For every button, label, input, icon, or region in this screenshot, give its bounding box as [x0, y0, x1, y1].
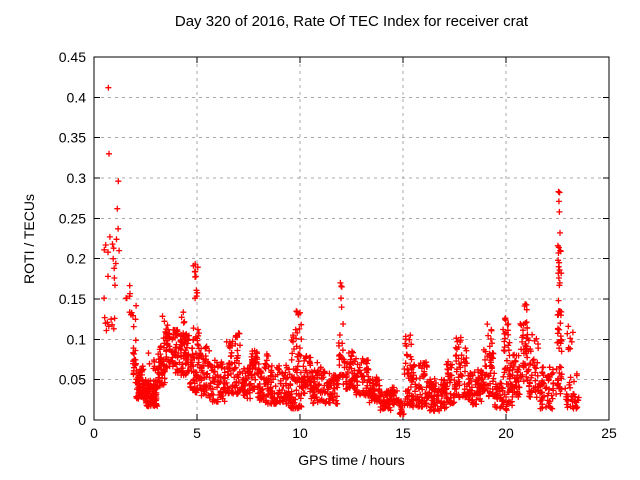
x-axis-label: GPS time / hours: [298, 452, 405, 468]
x-tick-label: 15: [395, 425, 411, 441]
x-tick-label: 25: [601, 425, 617, 441]
tick-labels: 0 5 10 15 20 25 0 0.05 0.1 0.15 0.2 0.25 0.3 0.35 0.4 0…: [59, 49, 617, 441]
y-tick-label: 0.1: [67, 331, 87, 347]
x-tick-label: 0: [90, 425, 98, 441]
y-tick-label: 0.45: [59, 49, 86, 65]
plot-border: [93, 56, 610, 421]
y-tick-label: 0: [78, 412, 86, 428]
y-tick-label: 0.05: [59, 372, 86, 388]
y-tick-label: 0.2: [67, 251, 87, 267]
x-tick-label: 10: [292, 425, 308, 441]
x-tick-label: 20: [498, 425, 514, 441]
y-tick-label: 0.3: [67, 170, 87, 186]
gridlines: [94, 57, 609, 420]
data-points: [101, 84, 582, 418]
y-tick-label: 0.25: [59, 210, 86, 226]
chart-title: Day 320 of 2016, Rate Of TEC Index for r…: [174, 13, 529, 30]
y-tick-label: 0.35: [59, 130, 86, 146]
y-tick-label: 0.15: [59, 291, 86, 307]
x-tick-label: 5: [193, 425, 201, 441]
y-tick-label: 0.4: [67, 89, 87, 105]
